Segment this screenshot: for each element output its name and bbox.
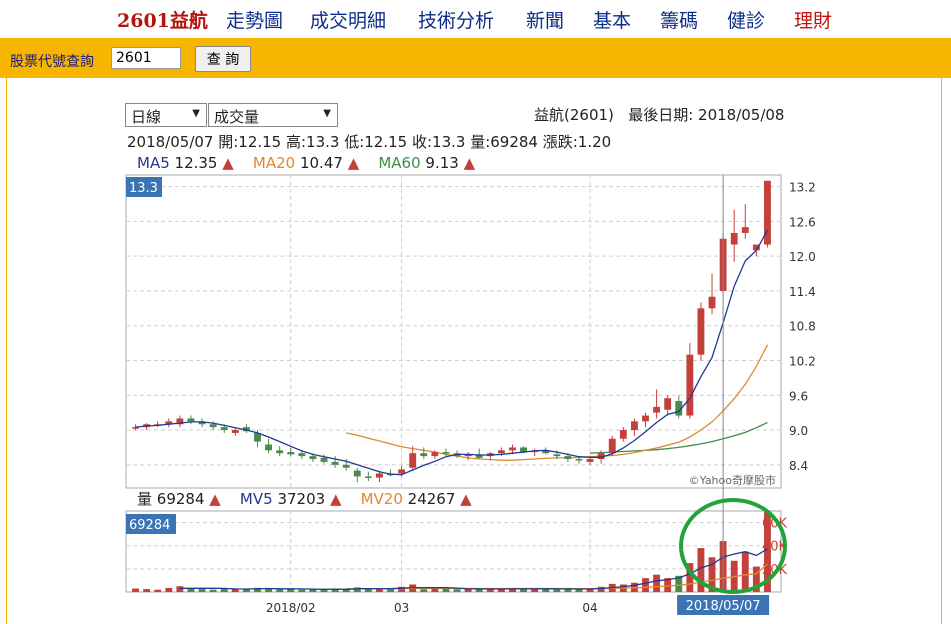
indicator-select[interactable]: 成交量 ▼ [208, 103, 338, 127]
ma60-up-arrow-icon: ▲ [463, 154, 476, 172]
ma60-label: MA60 [378, 154, 421, 172]
nav-finance[interactable]: 理財 [794, 10, 833, 32]
chevron-down-icon: ▼ [192, 108, 200, 119]
mv20-value: 24267 [407, 490, 456, 508]
nav-stock-name[interactable]: 2601益航 [117, 10, 208, 32]
chart-panel [6, 78, 942, 624]
ma20-up-arrow-icon: ▲ [347, 154, 360, 172]
ma5-value: 12.35 [174, 154, 218, 172]
search-button[interactable]: 查 詢 [195, 46, 251, 72]
volume-legend: 量 69284 ▲ MV5 37203 ▲ MV20 24267 ▲ [137, 488, 472, 509]
nav-health[interactable]: 健診 [727, 10, 766, 32]
indicator-select-value: 成交量 [214, 108, 260, 126]
vol-label: 量 [137, 490, 153, 508]
vol-up-arrow-icon: ▲ [209, 490, 221, 508]
ma-legend: MA5 12.35 ▲ MA20 10.47 ▲ MA60 9.13 ▲ [137, 154, 475, 172]
nav-basic[interactable]: 基本 [593, 10, 632, 32]
ma20-label: MA20 [252, 154, 296, 172]
ma60-value: 9.13 [425, 154, 459, 172]
stock-name: 益航(2601) [534, 106, 614, 124]
mv20-label: MV20 [360, 490, 403, 508]
mv5-value: 37203 [277, 490, 326, 508]
chevron-down-icon: ▼ [323, 108, 331, 119]
stock-header: 益航(2601) 最後日期: 2018/05/08 [534, 104, 784, 125]
ma5-label: MA5 [137, 154, 170, 172]
nav-trend[interactable]: 走勢圖 [226, 10, 284, 32]
nav-trade-detail[interactable]: 成交明細 [310, 10, 387, 32]
mv5-label: MV5 [239, 490, 273, 508]
mv5-up-arrow-icon: ▲ [329, 490, 342, 508]
mv20-up-arrow-icon: ▲ [460, 490, 472, 508]
nav-news[interactable]: 新聞 [526, 10, 565, 32]
search-bar: 股票代號查詢 查 詢 [0, 38, 951, 78]
period-select-value: 日線 [131, 108, 162, 126]
period-select[interactable]: 日線 ▼ [125, 103, 207, 127]
ma20-value: 10.47 [299, 154, 343, 172]
ma5-up-arrow-icon: ▲ [222, 154, 234, 172]
nav-technical[interactable]: 技術分析 [418, 10, 495, 32]
nav-chips[interactable]: 籌碼 [660, 10, 699, 32]
last-date: 最後日期: 2018/05/08 [628, 106, 785, 124]
top-nav: 2601益航 走勢圖 成交明細 技術分析 新聞 基本 籌碼 健診 理財 [0, 0, 951, 36]
ohlc-info: 2018/05/07 開:12.15 高:13.3 低:12.15 收:13.3… [127, 133, 612, 151]
stock-code-input[interactable] [111, 47, 181, 69]
vol-value: 69284 [156, 490, 205, 508]
search-label: 股票代號查詢 [10, 54, 94, 70]
